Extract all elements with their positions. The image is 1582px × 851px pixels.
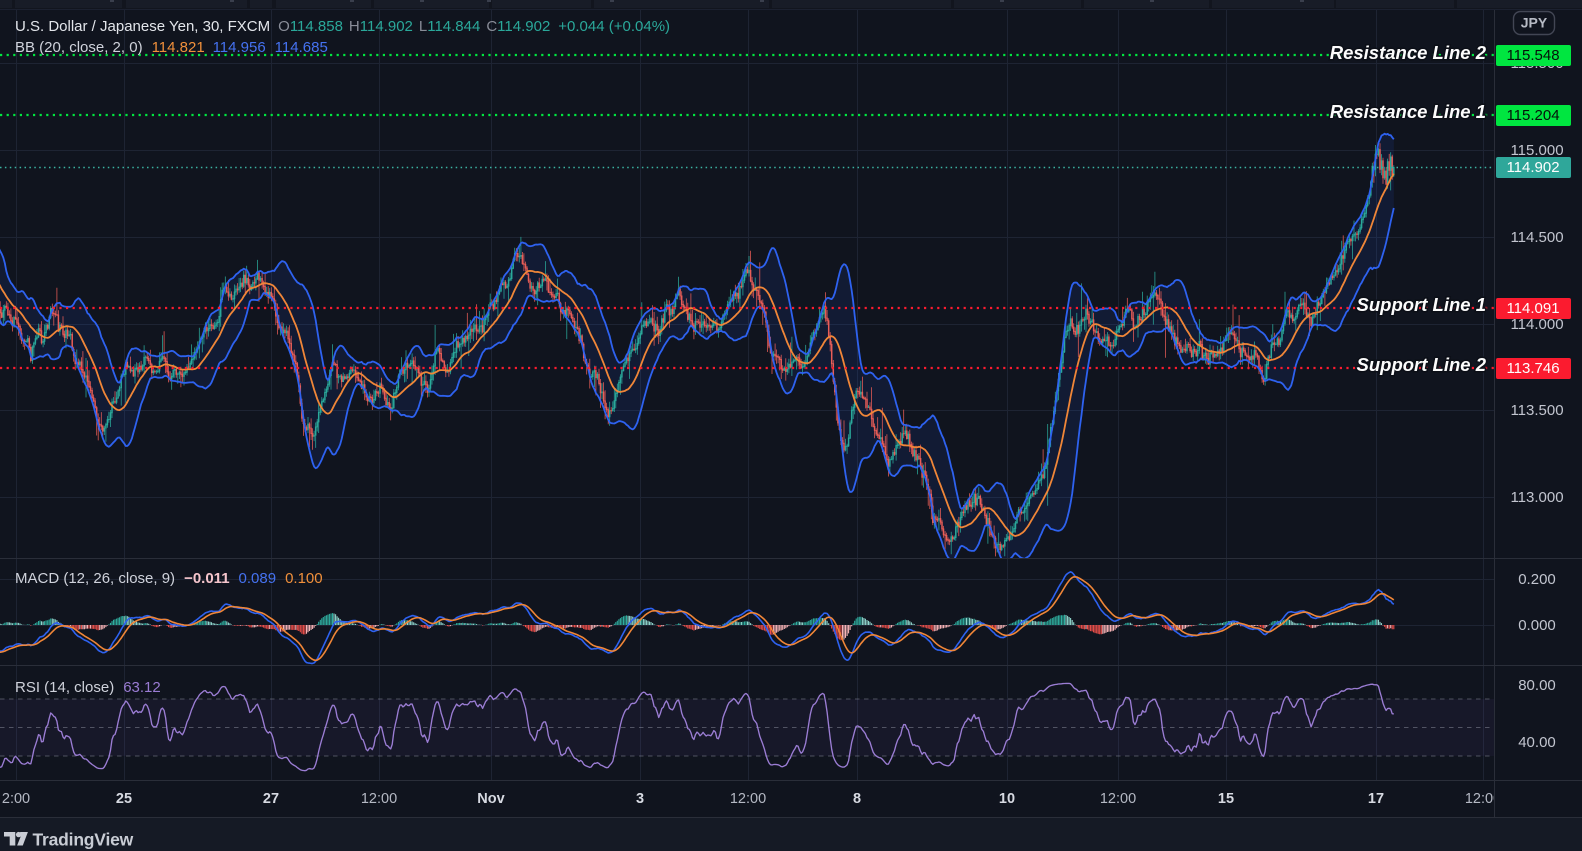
svg-text:Support Line 1: Support Line 1 bbox=[1357, 294, 1487, 315]
svg-text:12:00: 12:00 bbox=[1465, 791, 1501, 807]
svg-text:114.500: 114.500 bbox=[1510, 229, 1563, 246]
svg-text:0.200: 0.200 bbox=[1518, 571, 1556, 588]
svg-text:8: 8 bbox=[853, 791, 861, 807]
svg-text:2:00: 2:00 bbox=[2, 791, 30, 807]
svg-text:TradingView: TradingView bbox=[33, 830, 134, 850]
svg-text:JPY: JPY bbox=[1521, 15, 1548, 31]
svg-text:10: 10 bbox=[999, 791, 1015, 807]
svg-text:27: 27 bbox=[263, 791, 279, 807]
svg-text:115.000: 115.000 bbox=[1510, 142, 1563, 159]
svg-text:12:00: 12:00 bbox=[361, 791, 397, 807]
svg-text:114.902: 114.902 bbox=[1506, 159, 1559, 176]
svg-text:Support Line 2: Support Line 2 bbox=[1357, 354, 1487, 375]
svg-text:0.000: 0.000 bbox=[1518, 617, 1556, 634]
svg-text:Resistance Line 2: Resistance Line 2 bbox=[1330, 42, 1487, 63]
svg-text:15: 15 bbox=[1218, 791, 1234, 807]
svg-text:U.S. Dollar / Japanese Yen, 30: U.S. Dollar / Japanese Yen, 30, FXCM O114… bbox=[15, 18, 670, 35]
svg-text:115.548: 115.548 bbox=[1506, 47, 1559, 64]
svg-text:12:00: 12:00 bbox=[730, 791, 766, 807]
svg-text:114.091: 114.091 bbox=[1506, 300, 1559, 317]
svg-text:3: 3 bbox=[636, 791, 644, 807]
svg-text:113.746: 113.746 bbox=[1506, 360, 1559, 377]
svg-text:115.204: 115.204 bbox=[1506, 107, 1559, 124]
svg-text:80.00: 80.00 bbox=[1518, 677, 1556, 694]
svg-text:113.000: 113.000 bbox=[1510, 489, 1563, 506]
svg-text:40.00: 40.00 bbox=[1518, 734, 1556, 751]
svg-text:Resistance Line 1: Resistance Line 1 bbox=[1330, 101, 1486, 122]
svg-text:113.500: 113.500 bbox=[1510, 402, 1563, 419]
svg-text:Nov: Nov bbox=[477, 791, 504, 807]
svg-text:12:00: 12:00 bbox=[1100, 791, 1136, 807]
svg-text:17: 17 bbox=[1368, 791, 1384, 807]
svg-text:25: 25 bbox=[116, 791, 132, 807]
svg-text:RSI (14, close)63.12: RSI (14, close) 63.12 bbox=[15, 679, 161, 696]
svg-text:114.000: 114.000 bbox=[1510, 316, 1563, 333]
